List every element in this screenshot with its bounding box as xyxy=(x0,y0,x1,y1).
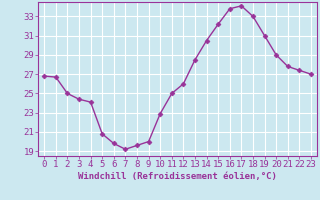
X-axis label: Windchill (Refroidissement éolien,°C): Windchill (Refroidissement éolien,°C) xyxy=(78,172,277,181)
